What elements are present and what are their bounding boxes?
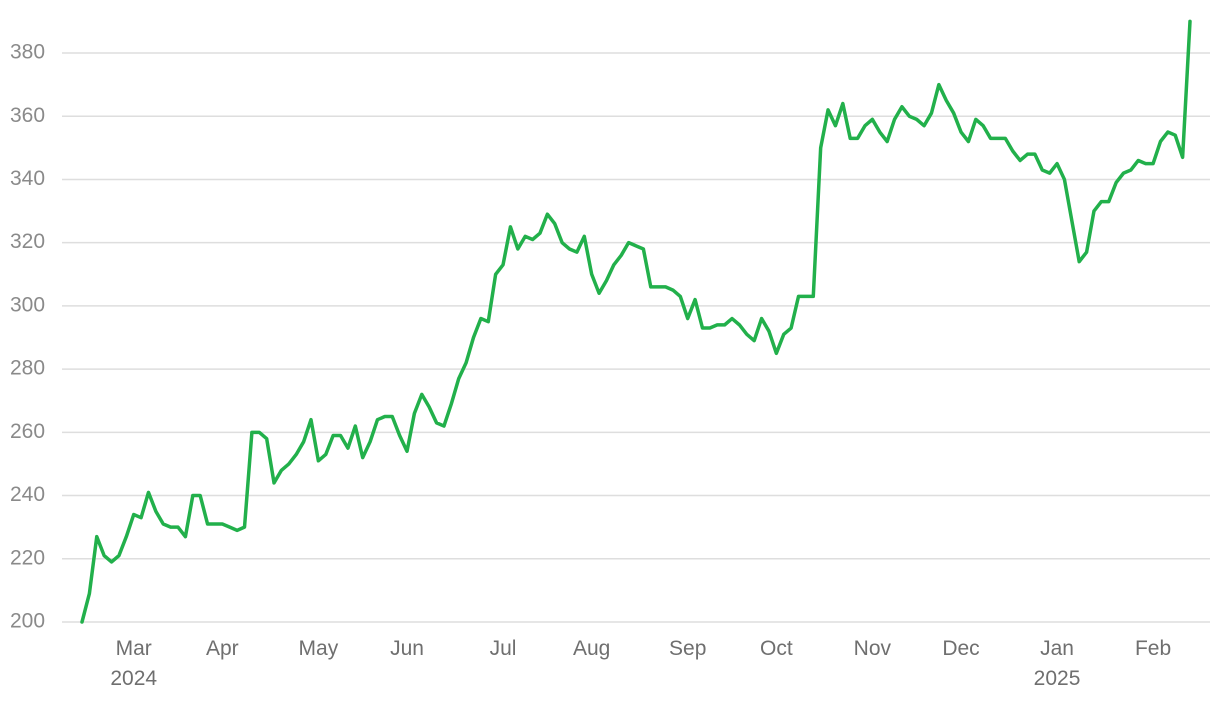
y-tick-label: 240 — [10, 483, 45, 506]
y-tick-label: 380 — [10, 41, 45, 64]
line-series — [80, 19, 1192, 624]
x-tick-label: Oct — [760, 637, 793, 660]
y-tick-label: 300 — [10, 293, 45, 316]
y-tick-label: 220 — [10, 546, 45, 569]
x-tick-label: Nov — [853, 637, 892, 660]
x-tick-label: Aug — [572, 637, 611, 660]
x-tick-label: May — [298, 637, 339, 660]
y-tick-label: 280 — [10, 357, 45, 380]
x-tick-label: Apr — [206, 637, 239, 660]
y-tick-label: 360 — [10, 104, 45, 127]
x-tick-label: Jan 2025 — [1033, 637, 1081, 690]
y-tick-label: 200 — [10, 610, 45, 633]
x-tick-label: Feb — [1134, 637, 1172, 660]
y-tick-label: 320 — [10, 230, 45, 253]
x-tick-label: Jun — [390, 637, 424, 660]
x-tick-label: Dec — [942, 637, 980, 660]
y-tick-label: 260 — [10, 420, 45, 443]
y-tick-label: 340 — [10, 167, 45, 190]
x-tick-label: Sep — [669, 637, 707, 660]
x-tick-label: Jul — [489, 637, 517, 660]
x-tick-label: Mar 2024 — [110, 637, 158, 690]
